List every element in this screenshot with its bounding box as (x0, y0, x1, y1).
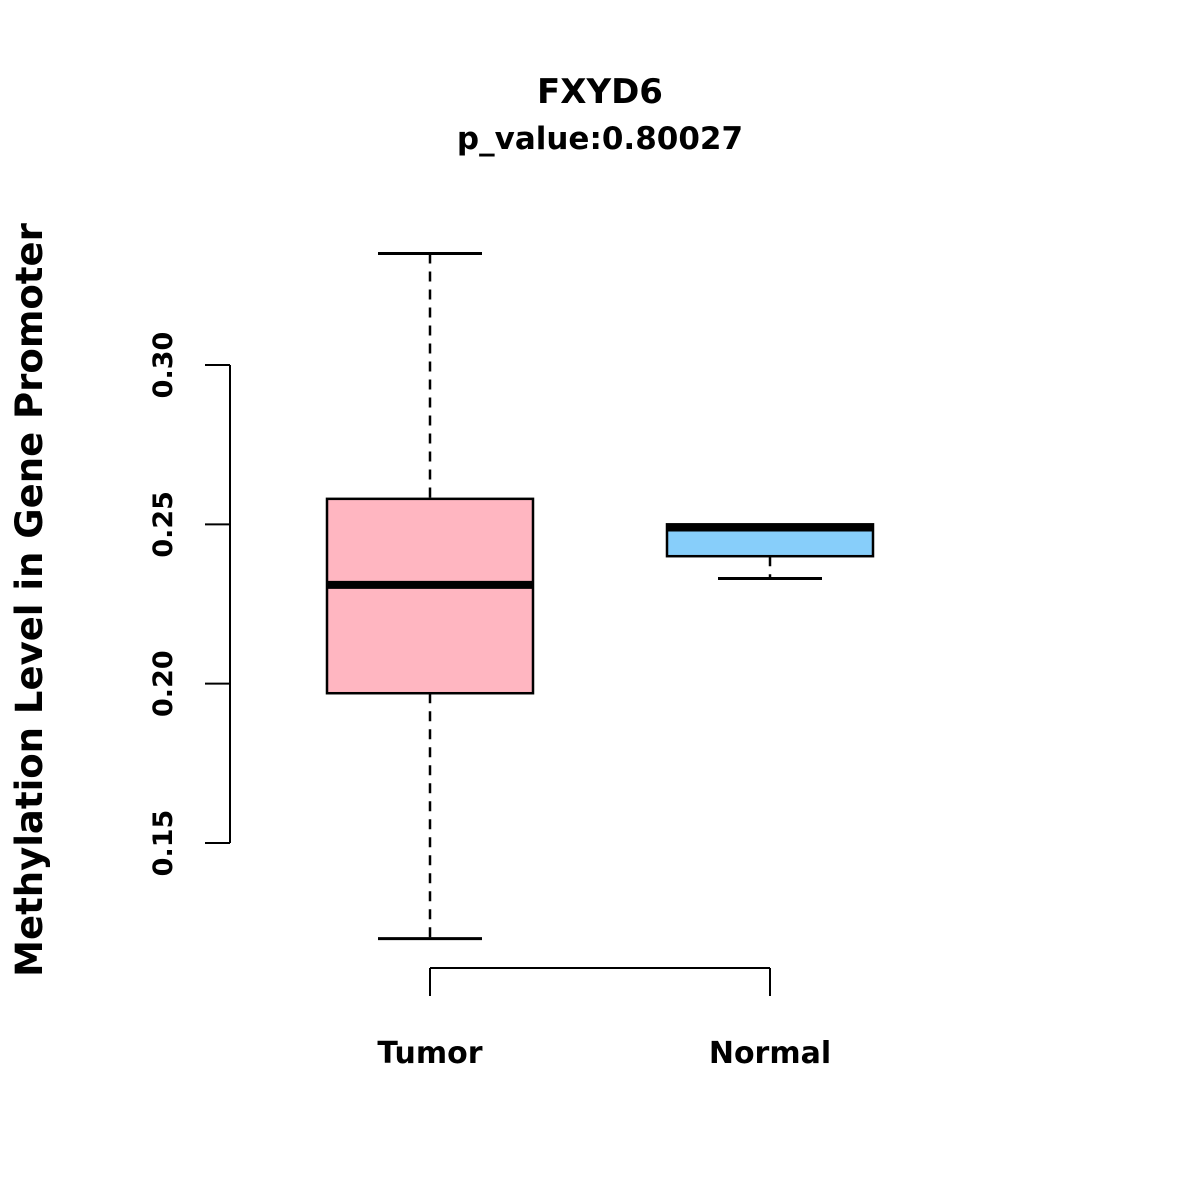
box-series (325, 251, 875, 941)
y-axis: 0.15 0.20 0.25 0.30 (148, 332, 231, 877)
y-tick-label: 0.20 (148, 650, 179, 717)
chart-subtitle: p_value:0.80027 (457, 121, 743, 157)
y-tick-label: 0.25 (148, 491, 179, 558)
y-axis-label: Methylation Level in Gene Promoter (8, 222, 51, 976)
y-tick-label: 0.30 (148, 332, 179, 399)
chart-title: FXYD6 (537, 72, 663, 112)
x-axis: Tumor Normal (377, 967, 831, 1071)
box-tumor (325, 251, 535, 941)
box-normal (665, 523, 875, 581)
x-category-label: Tumor (377, 1036, 482, 1071)
x-category-label: Normal (709, 1036, 831, 1071)
iqr-box (325, 497, 535, 695)
y-tick-label: 0.15 (148, 810, 179, 877)
